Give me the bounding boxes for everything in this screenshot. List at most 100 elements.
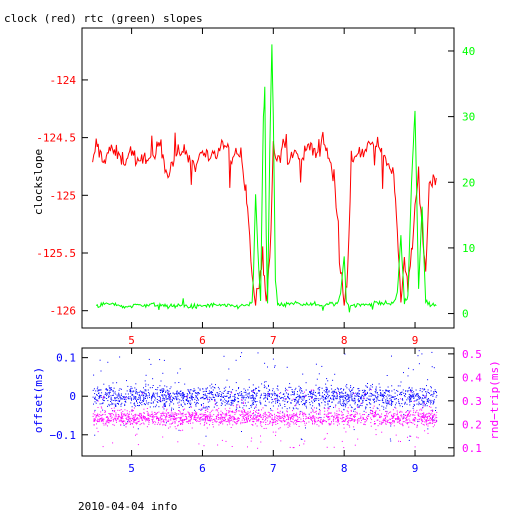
offset-point xyxy=(321,402,323,404)
rnd-trip-point xyxy=(288,422,290,424)
rnd-trip-point xyxy=(434,421,436,423)
offset-point xyxy=(95,390,97,392)
offset-point xyxy=(355,392,357,394)
offset-point xyxy=(326,388,328,390)
rnd-trip-point xyxy=(407,415,409,417)
rnd-trip-point xyxy=(299,412,301,414)
rnd-trip-point xyxy=(358,420,360,422)
offset-point xyxy=(173,393,175,395)
rnd-trip-point xyxy=(279,420,281,422)
rnd-trip-point xyxy=(125,423,127,425)
offset-point xyxy=(133,395,135,397)
rnd-trip-point xyxy=(303,421,305,422)
rnd-trip-point xyxy=(407,414,409,416)
rnd-trip-point xyxy=(143,423,145,425)
rnd-trip-point xyxy=(419,409,421,411)
rnd-trip-point xyxy=(217,414,219,416)
offset-point xyxy=(382,400,384,402)
rnd-trip-point xyxy=(134,420,136,421)
offset-point xyxy=(300,392,302,394)
offset-point xyxy=(177,395,179,397)
rnd-trip-point xyxy=(266,420,268,422)
rnd-trip-point xyxy=(338,408,340,410)
rnd-trip-point xyxy=(311,397,313,399)
rnd-trip-point xyxy=(138,418,140,420)
offset-point xyxy=(302,399,304,401)
offset-point xyxy=(194,401,196,403)
rnd-trip-point xyxy=(346,410,348,412)
rnd-trip-point xyxy=(257,447,259,449)
rnd-trip-point xyxy=(278,428,280,430)
offset-point xyxy=(127,420,129,422)
rnd-trip-point xyxy=(391,415,392,417)
offset-point xyxy=(409,397,411,399)
offset-point xyxy=(178,407,180,408)
offset-point xyxy=(98,393,100,394)
offset-point xyxy=(99,396,101,398)
rnd-trip-point xyxy=(186,417,188,419)
offset-point xyxy=(380,393,382,395)
offset-point xyxy=(94,401,96,403)
rnd-trip-point xyxy=(113,414,114,416)
rnd-trip-point xyxy=(406,419,408,421)
offset-point xyxy=(377,392,378,394)
offset-point xyxy=(99,389,101,391)
offset-point xyxy=(190,397,192,399)
offset-point xyxy=(137,428,139,430)
rnd-trip-point xyxy=(200,408,202,410)
rnd-trip-point xyxy=(374,414,376,416)
rnd-trip-point xyxy=(127,418,129,420)
offset-point xyxy=(235,359,237,361)
offset-point xyxy=(224,401,226,403)
offset-point xyxy=(111,397,112,399)
rnd-trip-point xyxy=(247,446,248,448)
rnd-trip-point xyxy=(383,421,385,423)
offset-point xyxy=(229,396,231,398)
rnd-trip-point xyxy=(251,413,253,415)
rnd-trip-point xyxy=(163,421,165,423)
offset-point xyxy=(299,390,301,392)
rnd-trip-point xyxy=(231,416,233,418)
offset-point xyxy=(104,397,106,399)
offset-point xyxy=(138,396,140,398)
rnd-trip-point xyxy=(224,414,226,416)
offset-point xyxy=(151,399,152,401)
offset-point xyxy=(162,400,164,402)
offset-point xyxy=(200,409,202,411)
rnd-trip-point xyxy=(265,418,267,420)
rnd-trip-point xyxy=(188,420,190,422)
rnd-trip-point xyxy=(110,420,112,422)
offset-point xyxy=(395,404,396,406)
offset-point xyxy=(339,392,341,394)
offset-point xyxy=(287,394,289,396)
rnd-trip-point xyxy=(375,423,376,425)
rnd-trip-point xyxy=(93,418,95,420)
offset-point xyxy=(116,402,118,404)
rnd-trip-point xyxy=(205,418,207,420)
offset-point xyxy=(184,404,186,406)
offset-point xyxy=(123,399,125,400)
rnd-trip-point xyxy=(258,415,260,417)
rnd-trip-point xyxy=(271,418,273,420)
offset-point xyxy=(252,384,254,386)
rnd-trip-point xyxy=(327,413,329,415)
offset-point xyxy=(108,392,110,394)
rnd-trip-point xyxy=(327,408,329,410)
offset-y-tick-label-left: −0.1 xyxy=(50,429,77,442)
rnd-trip-point xyxy=(346,415,348,417)
offset-point xyxy=(390,403,392,405)
rnd-trip-point xyxy=(180,418,182,420)
offset-point xyxy=(370,395,372,397)
offset-point xyxy=(421,391,423,393)
rnd-trip-point xyxy=(123,423,124,425)
rnd-trip-point xyxy=(147,412,149,414)
rnd-trip-point xyxy=(122,410,124,412)
rnd-trip-point xyxy=(204,420,206,422)
offset-point xyxy=(280,392,282,394)
rnd-trip-point xyxy=(389,418,391,420)
offset-point xyxy=(299,388,301,390)
rnd-trip-point xyxy=(395,434,397,436)
offset-point xyxy=(339,393,341,395)
offset-point xyxy=(153,394,155,396)
offset-point xyxy=(148,392,150,393)
